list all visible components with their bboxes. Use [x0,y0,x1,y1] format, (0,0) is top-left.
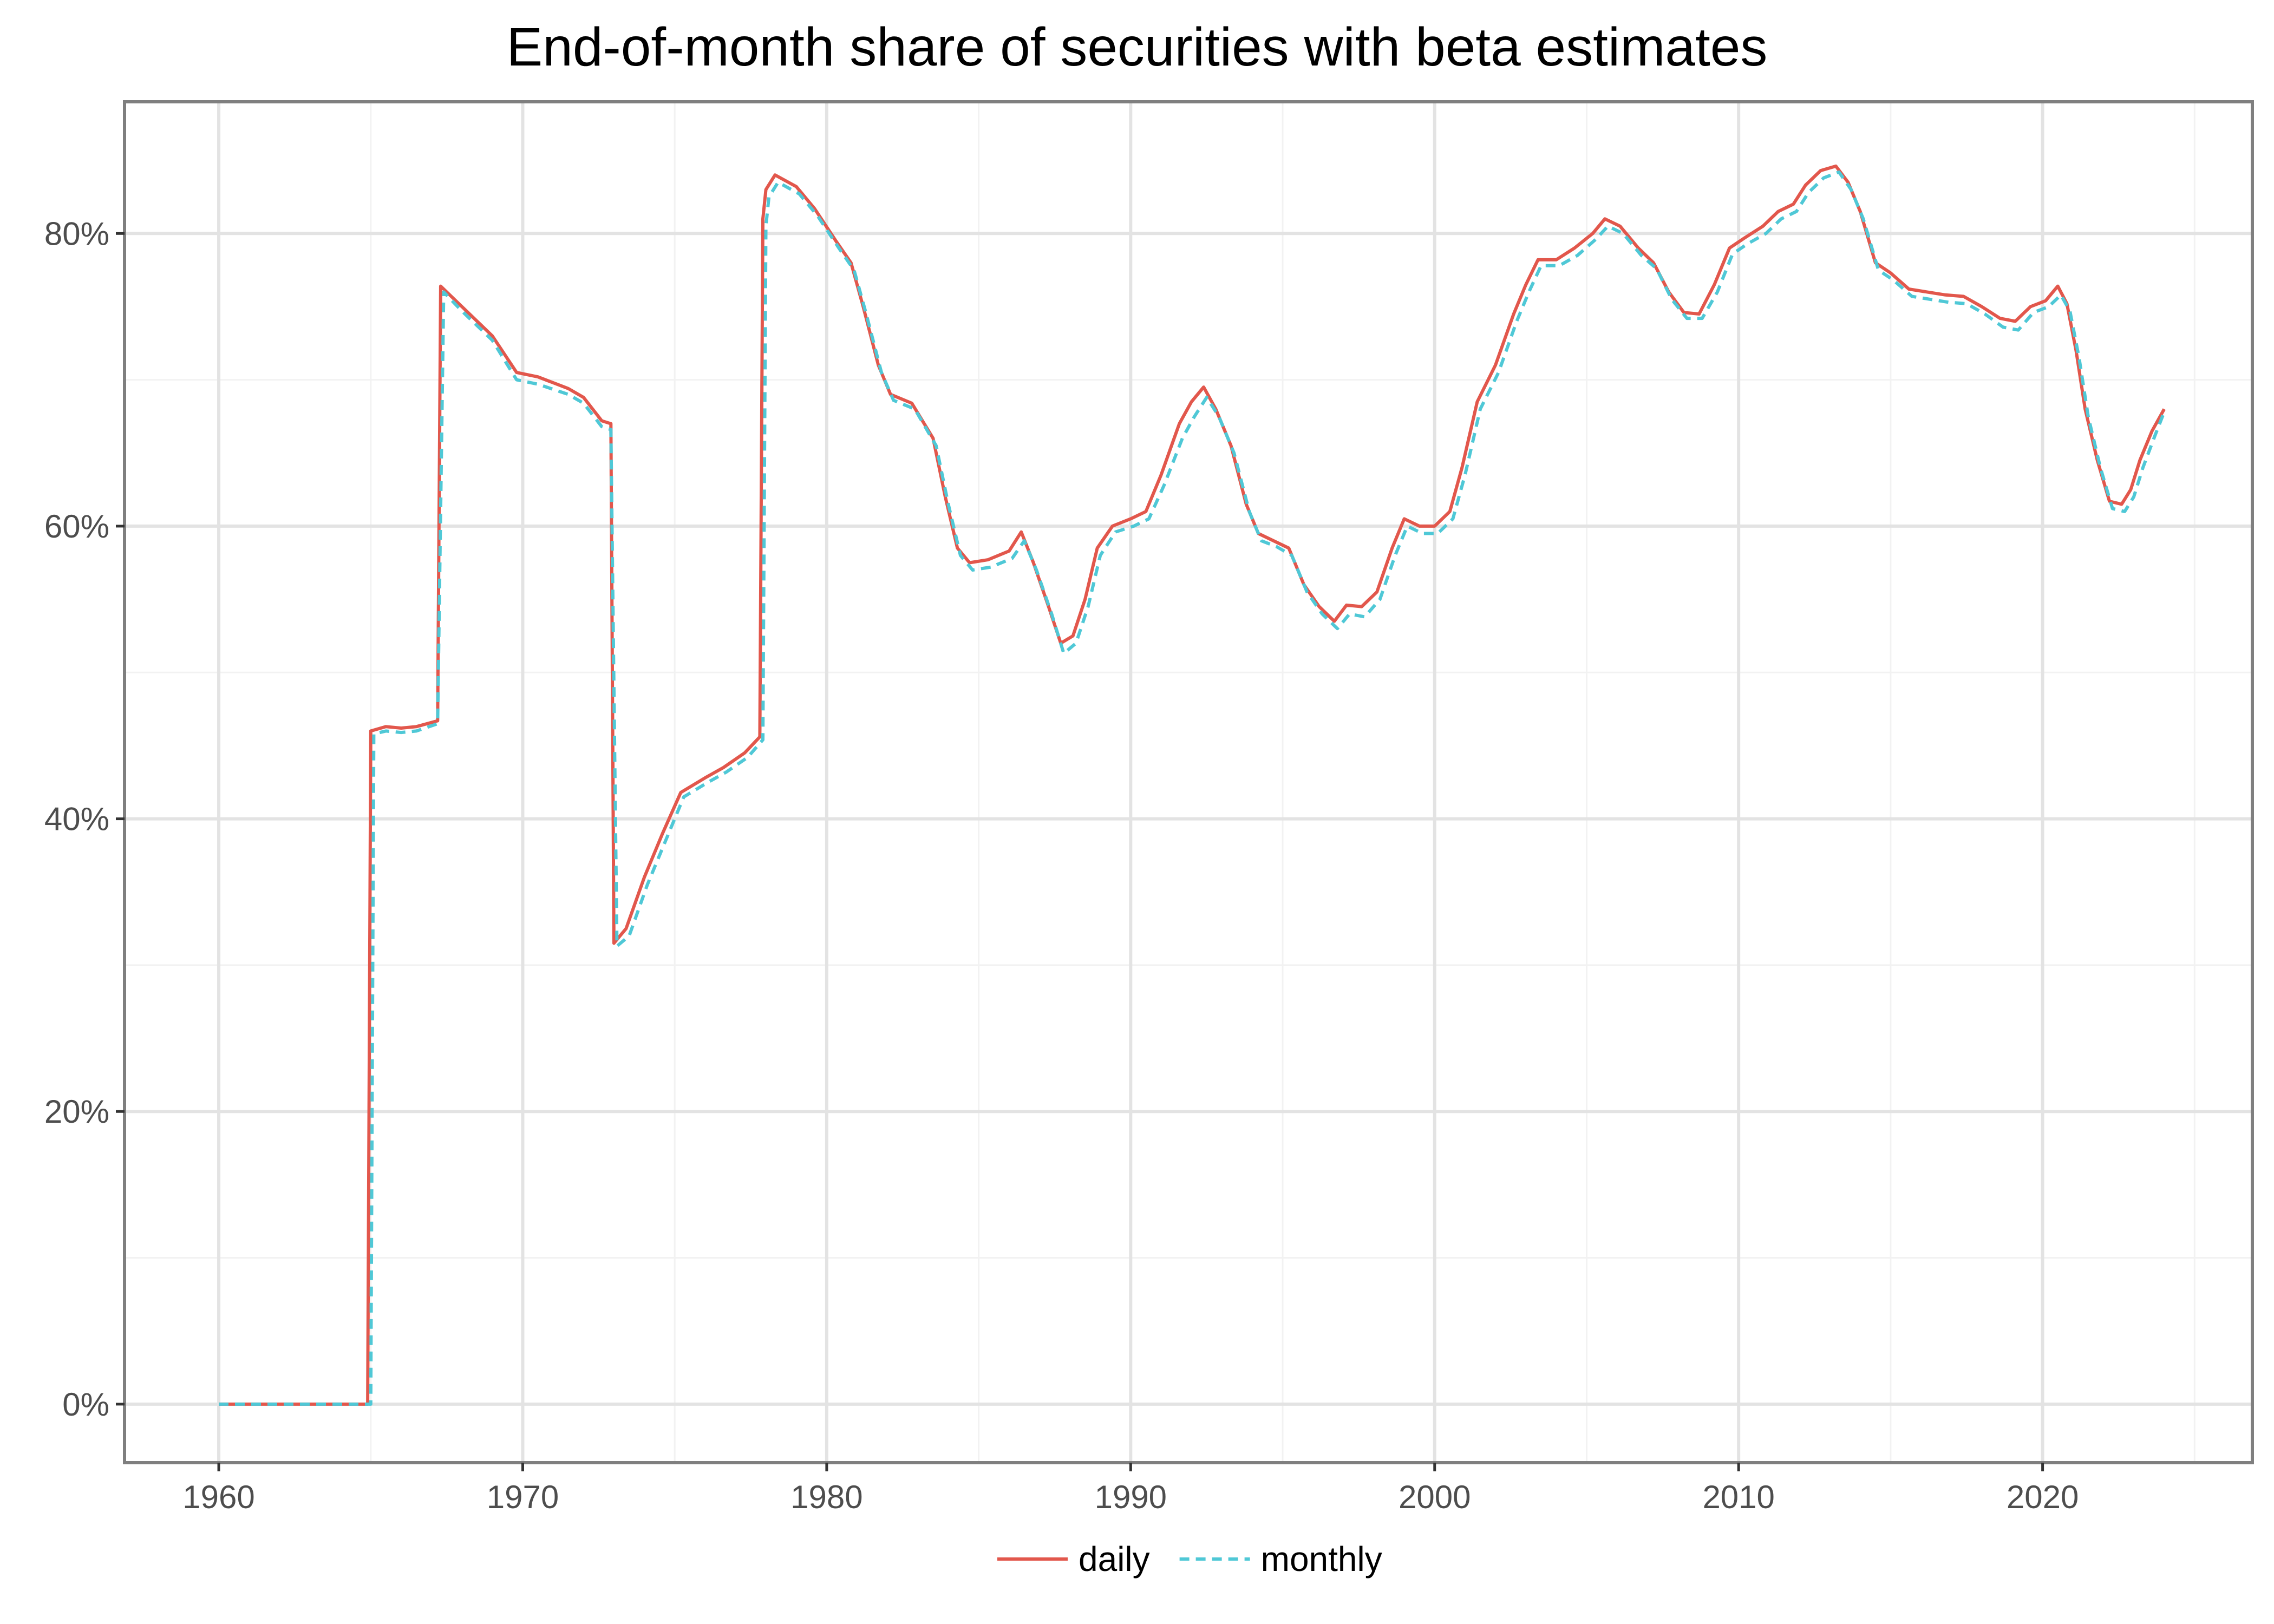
y-tick-label: 80% [44,215,109,252]
y-tick-label: 20% [44,1093,109,1130]
x-tick-label: 1990 [1095,1479,1167,1515]
x-tick-label: 1970 [487,1479,559,1515]
series-line-monthly [219,170,2166,1406]
y-tick-label: 60% [44,508,109,545]
grid-lines [125,102,2252,1463]
series-lines [219,164,2166,1406]
x-tick-label: 1980 [790,1479,862,1515]
x-tick-label: 2000 [1399,1479,1471,1515]
y-tick-label: 40% [44,801,109,837]
x-tick-label: 1960 [182,1479,254,1515]
axes: 1960 1970 1980 1990 2000 2010 2020 0% 20% 40% 60% 8… [44,215,2079,1515]
legend: daily monthly [997,1540,1382,1579]
legend-label-monthly: monthly [1261,1540,1382,1579]
y-tick-label: 0% [62,1386,109,1423]
x-tick-label: 2020 [2007,1479,2079,1515]
series-line-daily [219,164,2166,1406]
plot-panel-border [123,100,2254,1464]
chart-title: End-of-month share of securities with be… [506,17,1768,77]
x-tick-label: 2010 [1702,1479,1774,1515]
legend-label-daily: daily [1079,1540,1150,1579]
